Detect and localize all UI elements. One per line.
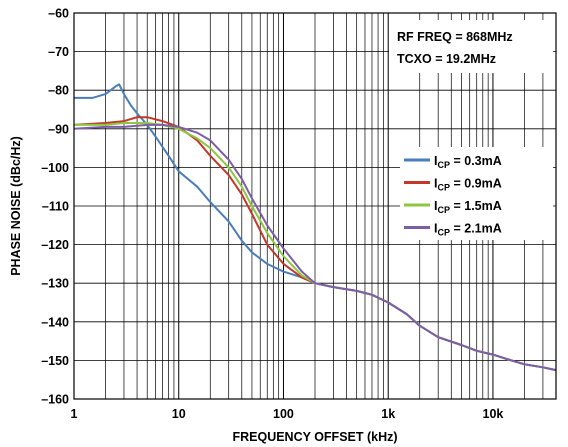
x-tick-label: 1k <box>381 407 395 421</box>
annotation-tcxo: TCXO = 19.2MHz <box>397 52 496 66</box>
y-tick-label: –130 <box>41 277 69 291</box>
legend: ICP = 0.3mA ICP = 0.9mA ICP = 1.5mA ICP = 2… <box>400 147 553 240</box>
y-tick-label: –80 <box>48 84 69 98</box>
y-tick-label: –160 <box>41 393 69 407</box>
x-axis-title: FREQUENCY OFFSET (kHz) <box>232 430 397 444</box>
y-axis-title: PHASE NOISE (dBc/Hz) <box>9 136 23 276</box>
y-tick-label: –60 <box>48 7 69 21</box>
y-tick-label: –140 <box>41 315 69 329</box>
annotation-background <box>389 20 553 73</box>
x-tick-label: 10 <box>172 407 186 421</box>
y-tick-label: –90 <box>48 122 69 136</box>
series-lines <box>73 83 557 372</box>
y-tick-label: –110 <box>42 200 69 214</box>
plot-frame <box>73 12 557 400</box>
legend-label-1: ICP = 0.9mA <box>434 177 502 193</box>
legend-label-2: ICP = 1.5mA <box>434 199 502 215</box>
legend-items: ICP = 0.3mA ICP = 0.9mA ICP = 1.5mA ICP = 2… <box>404 154 502 238</box>
x-tick-label: 100 <box>273 407 294 421</box>
y-tick-label: –150 <box>41 354 69 368</box>
y-tick-label: –120 <box>41 238 69 252</box>
x-tick-labels: 1 10 100 1k 10k <box>71 407 504 421</box>
y-tick-label: –70 <box>48 45 69 59</box>
annotation-rf-freq: RF FREQ = 868MHz <box>397 30 513 44</box>
y-tick-label: –100 <box>41 161 69 175</box>
legend-label-3: ICP = 2.1mA <box>434 222 502 238</box>
legend-background <box>400 147 553 240</box>
series-line-3 <box>73 123 557 372</box>
x-tick-label: 10k <box>483 407 504 421</box>
legend-label-0: ICP = 0.3mA <box>434 154 502 170</box>
x-tick-label: 1 <box>71 407 78 421</box>
y-tick-labels: –60 –70 –80 –90 –100 –110 –120 –130 –140 –150 –160 <box>41 7 69 407</box>
annotation-box: RF FREQ = 868MHz TCXO = 19.2MHz <box>389 20 553 73</box>
